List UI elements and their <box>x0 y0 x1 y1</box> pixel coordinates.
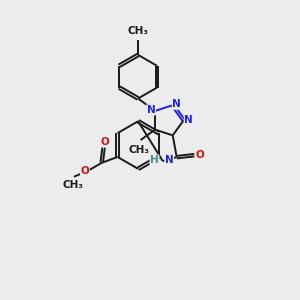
Text: N: N <box>147 105 155 115</box>
Text: O: O <box>80 166 89 176</box>
Text: H: H <box>150 155 159 165</box>
Text: O: O <box>100 137 109 147</box>
Text: O: O <box>195 150 204 160</box>
Text: CH₃: CH₃ <box>128 26 148 36</box>
Text: CH₃: CH₃ <box>62 180 83 190</box>
Text: N: N <box>172 99 181 109</box>
Text: N: N <box>184 115 193 125</box>
Text: N: N <box>165 155 174 165</box>
Text: CH₃: CH₃ <box>128 145 149 155</box>
